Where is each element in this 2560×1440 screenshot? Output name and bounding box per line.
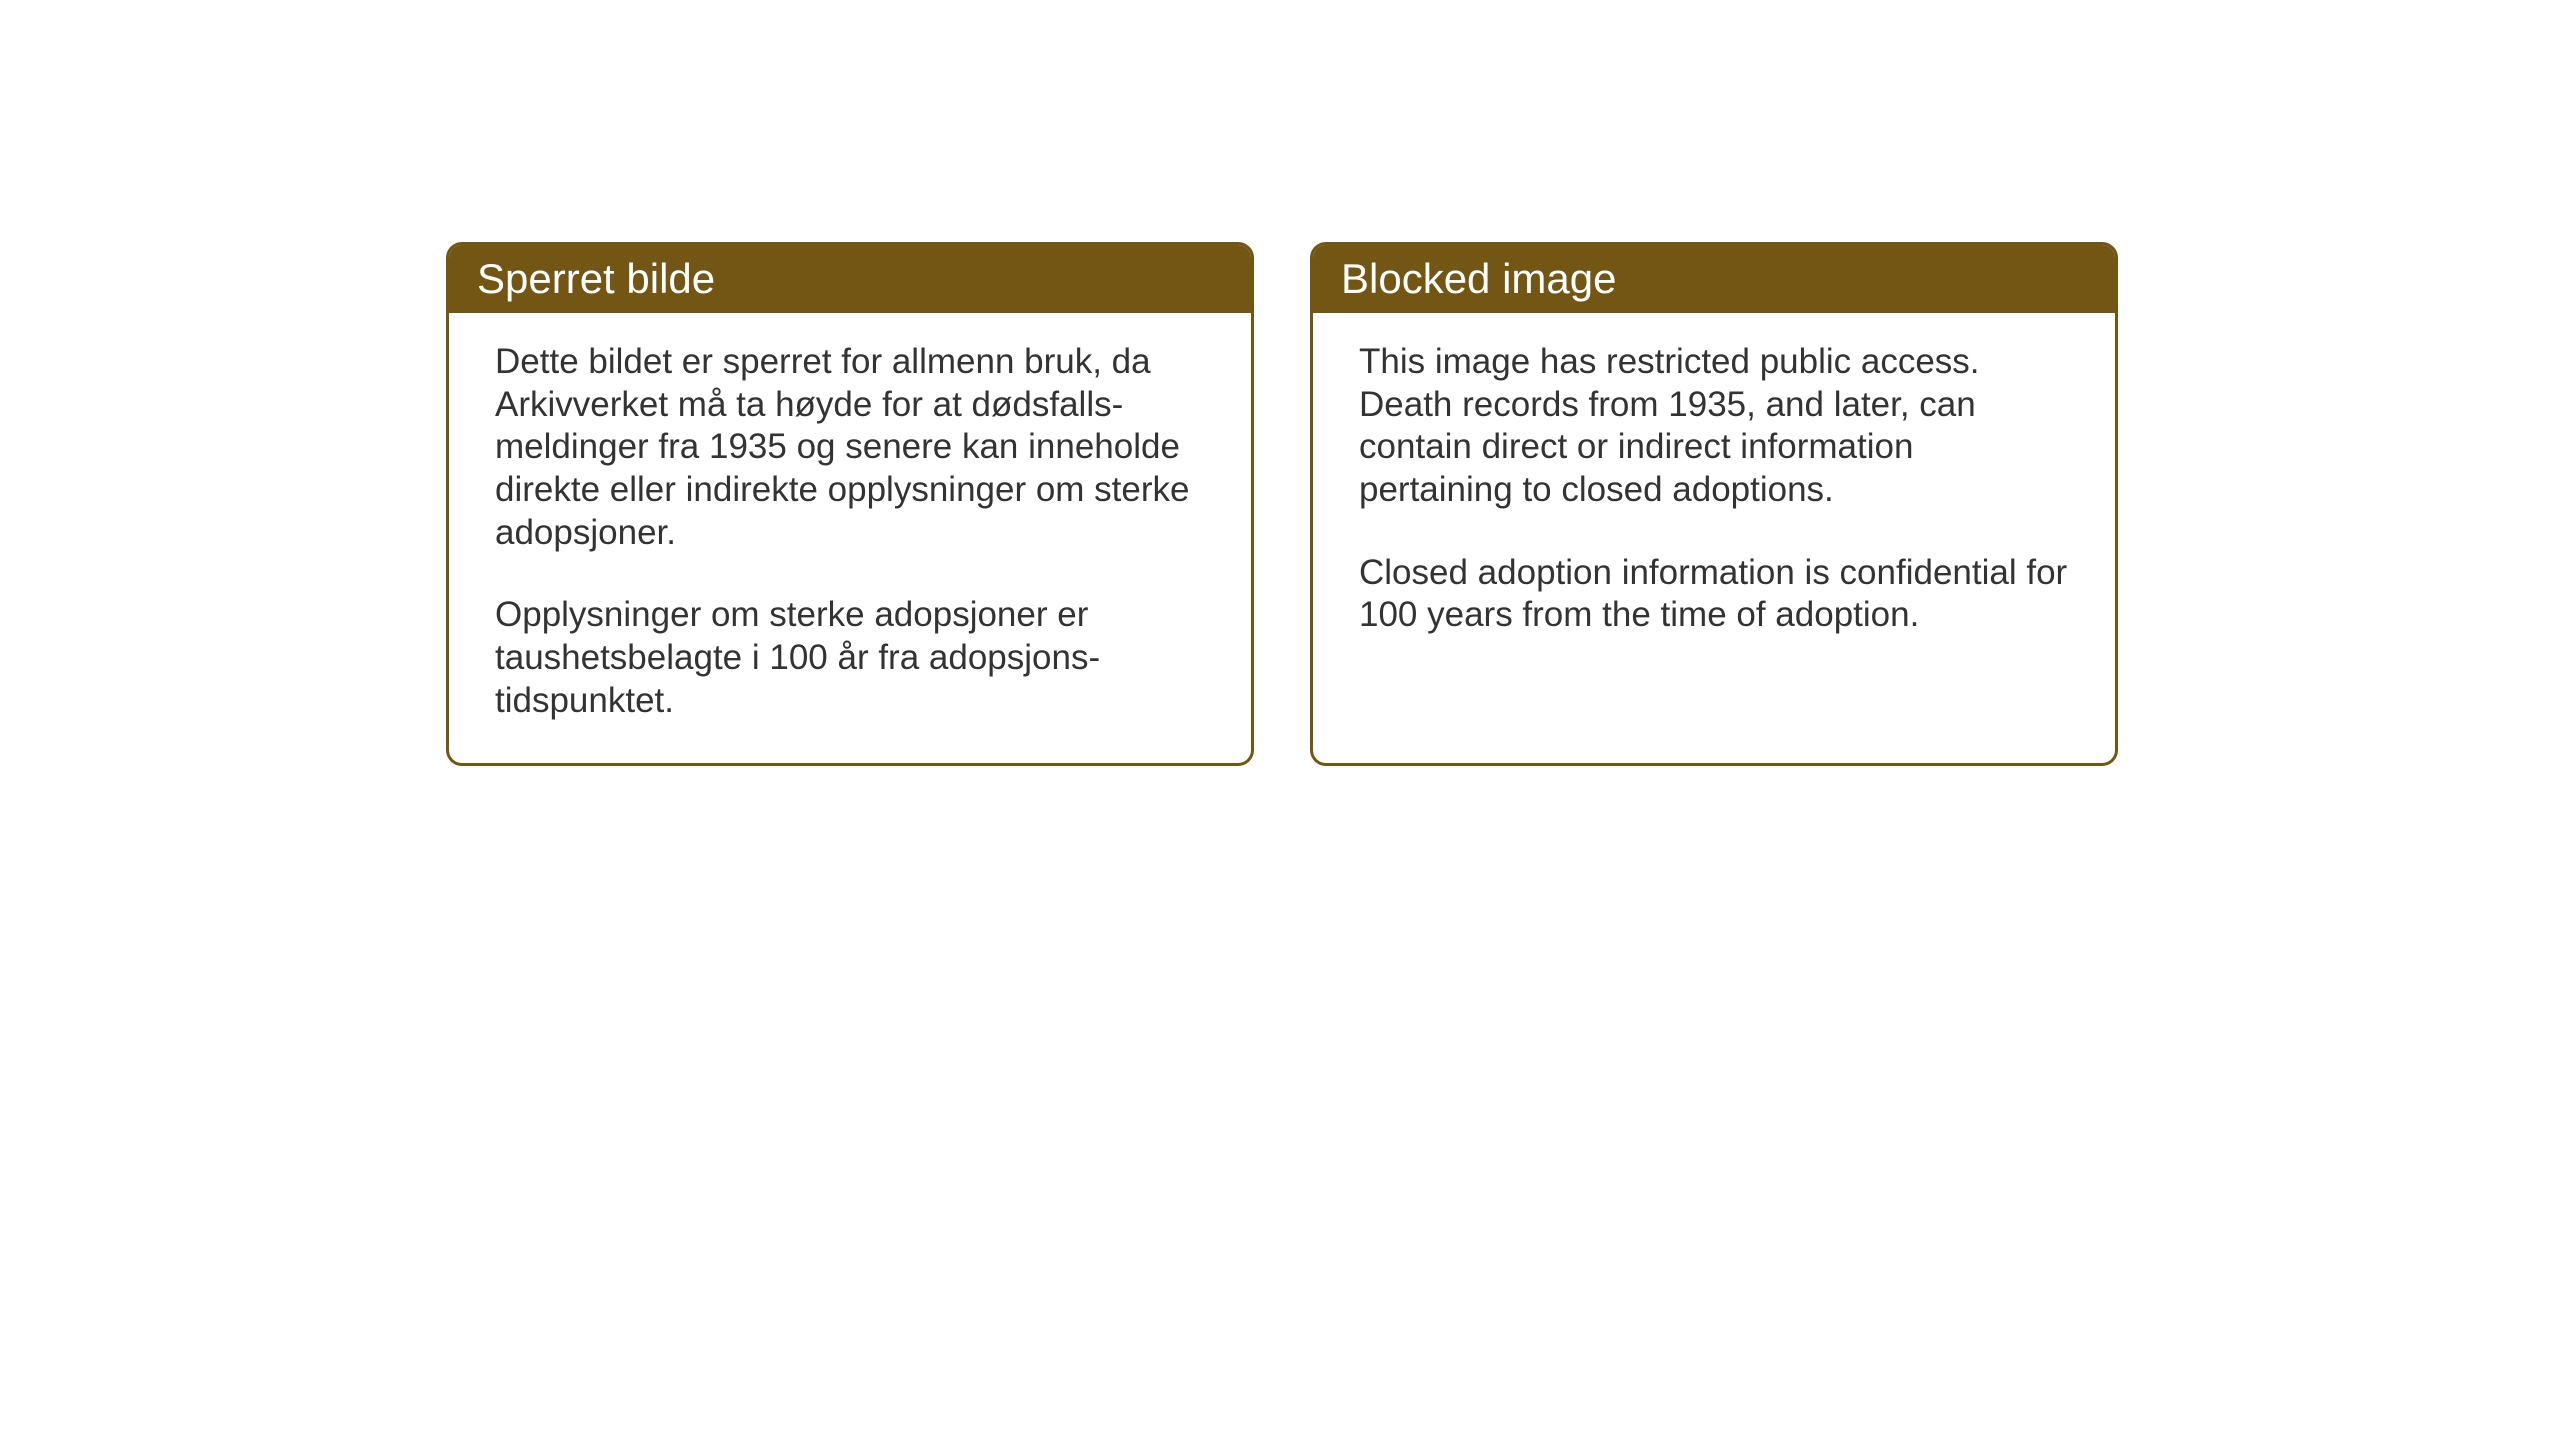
card-title: Sperret bilde [477, 255, 715, 302]
card-paragraph: This image has restricted public access.… [1359, 341, 2069, 512]
card-paragraph: Opplysninger om sterke adopsjoner er tau… [495, 594, 1205, 722]
card-body-english: This image has restricted public access.… [1313, 313, 2115, 677]
card-header-english: Blocked image [1313, 245, 2115, 313]
card-container: Sperret bilde Dette bildet er sperret fo… [446, 242, 2118, 766]
card-english: Blocked image This image has restricted … [1310, 242, 2118, 766]
card-paragraph: Closed adoption information is confident… [1359, 552, 2069, 637]
card-title: Blocked image [1341, 255, 1616, 302]
card-norwegian: Sperret bilde Dette bildet er sperret fo… [446, 242, 1254, 766]
card-body-norwegian: Dette bildet er sperret for allmenn bruk… [449, 313, 1251, 763]
card-header-norwegian: Sperret bilde [449, 245, 1251, 313]
card-paragraph: Dette bildet er sperret for allmenn bruk… [495, 341, 1205, 554]
